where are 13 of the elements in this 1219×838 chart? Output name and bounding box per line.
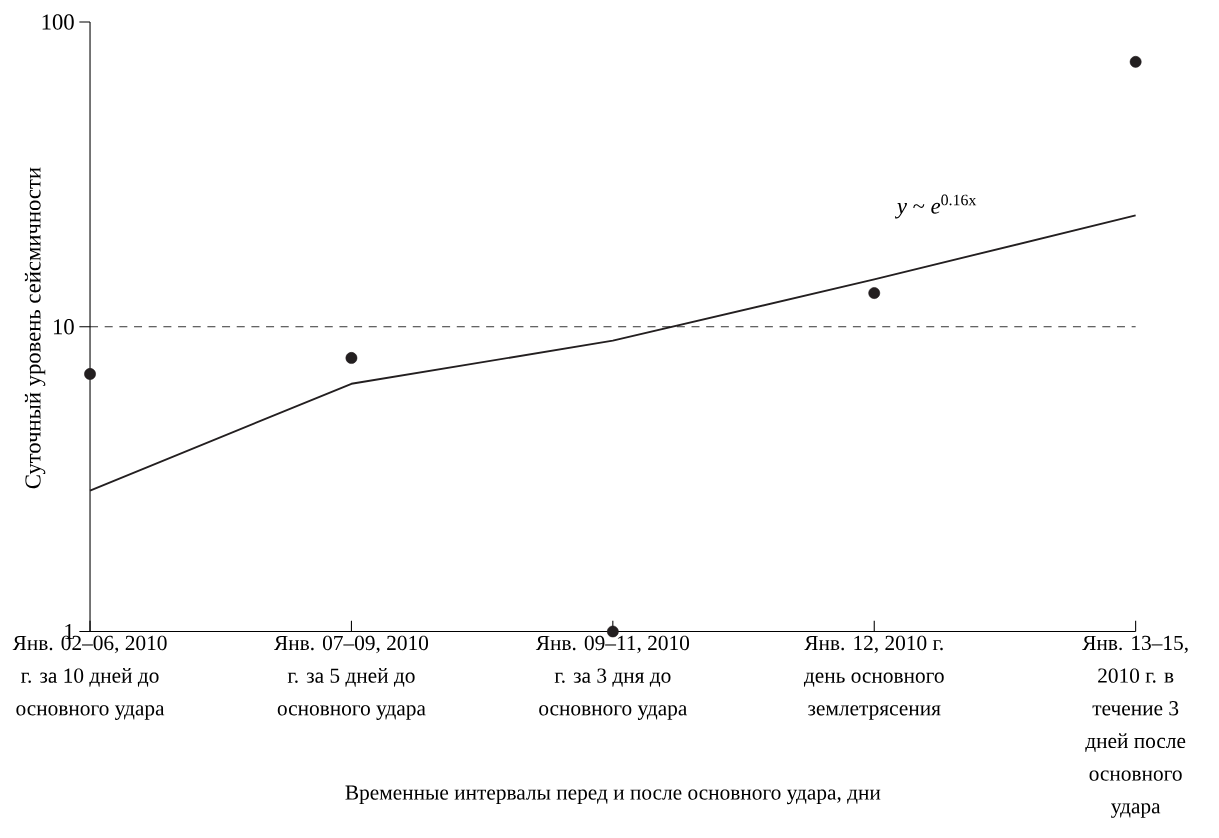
x-tick-label: Янв. 07–09, 2010 г. за 5 дней до основного удара bbox=[274, 635, 429, 721]
y-tick-label: 100 bbox=[42, 14, 74, 30]
x-tick-label: Янв. 12, 2010 г. день основного землетрясения bbox=[803, 635, 944, 721]
point bbox=[1129, 56, 1142, 68]
x-axis-title: Временные интервалы перед и после основного удара, дни bbox=[345, 785, 881, 805]
x-tick-label: Янв. 09–11, 2010 г. за 3 дня до основного удара bbox=[535, 635, 690, 721]
annotation: y ~ e$^{0.16x}$ bbox=[895, 194, 977, 219]
point bbox=[84, 368, 96, 381]
x-tick-label: Янв. 13–15, 2010 г. в течение 3 дней после основного удара bbox=[1082, 635, 1188, 819]
point bbox=[345, 352, 358, 365]
point bbox=[868, 287, 881, 300]
y-tick-label: 10 bbox=[53, 319, 74, 335]
y-axis-title: Суточный уровень сейсмичности bbox=[24, 167, 46, 489]
